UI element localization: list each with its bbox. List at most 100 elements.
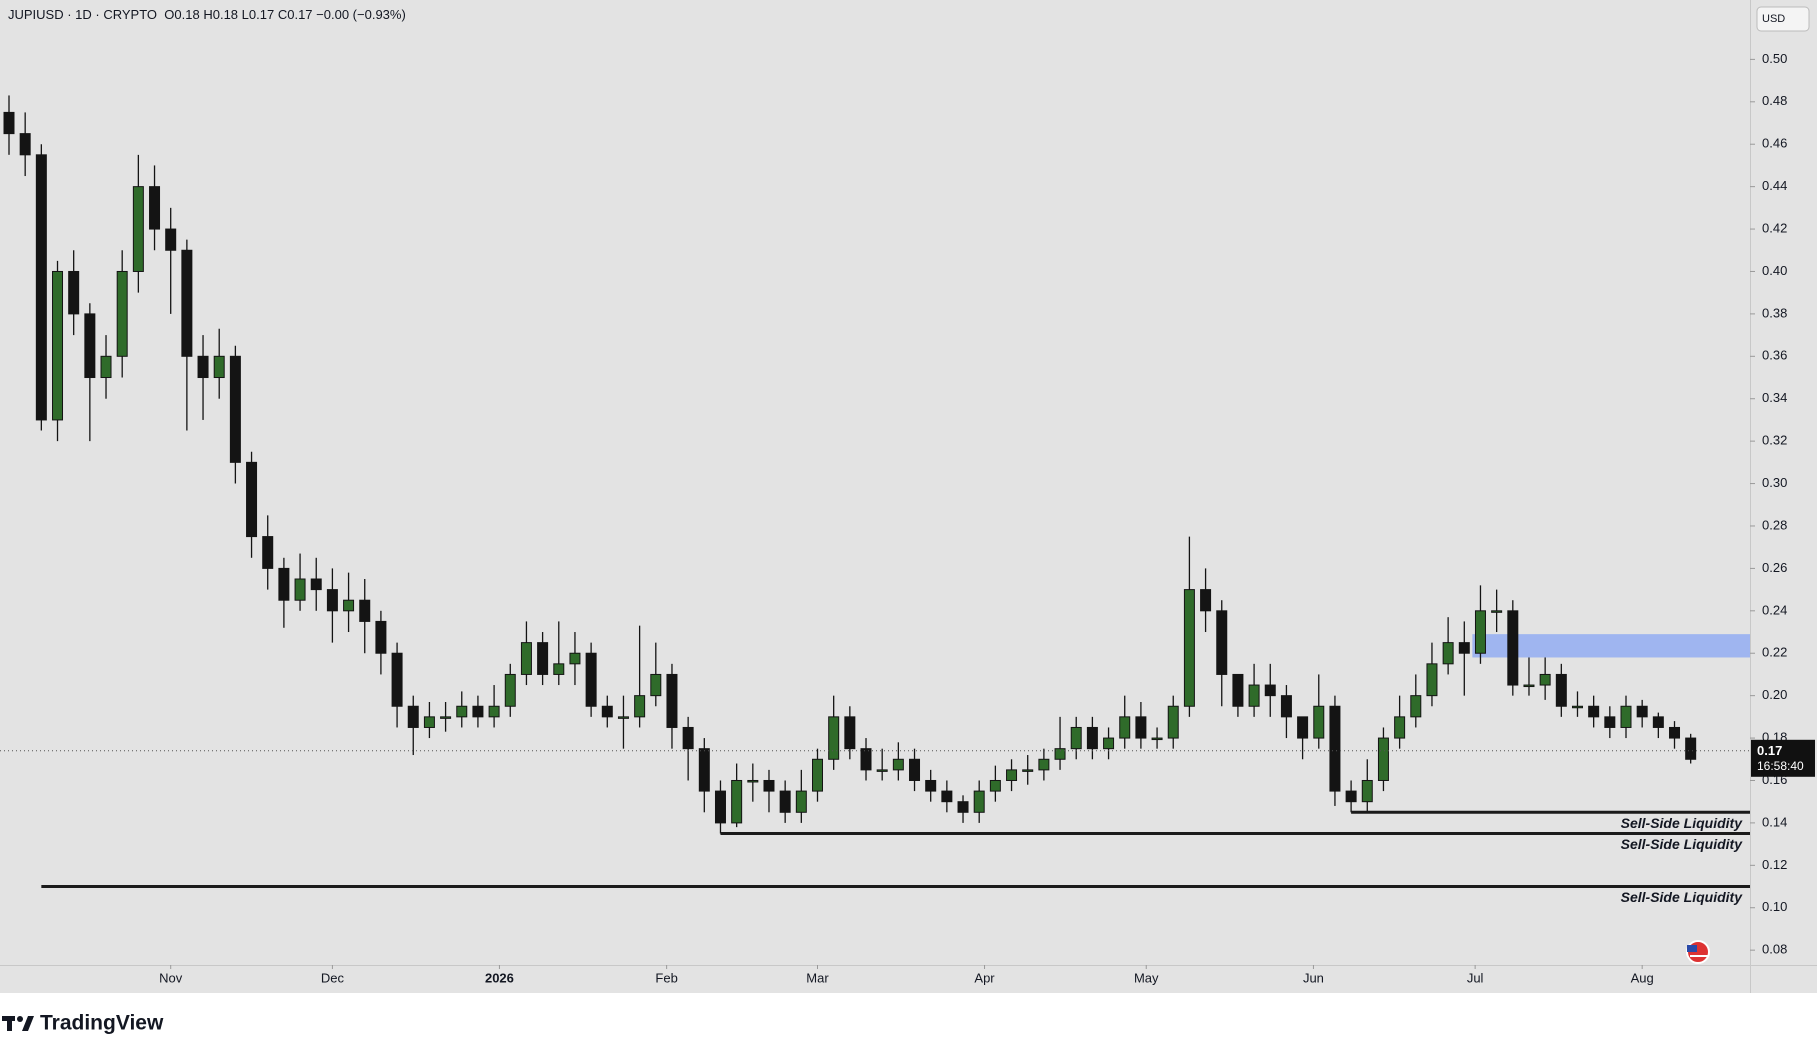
candle-body bbox=[1264, 684, 1276, 697]
candle-body bbox=[601, 705, 613, 718]
liquidity-label: Sell-Side Liquidity bbox=[1621, 836, 1744, 852]
candle-body bbox=[1685, 737, 1697, 760]
candle-body bbox=[343, 599, 355, 612]
candle-body bbox=[892, 758, 904, 771]
candle-body bbox=[149, 186, 161, 230]
x-tick-label: Feb bbox=[655, 970, 677, 985]
candle-body bbox=[1507, 610, 1519, 686]
candle-body bbox=[1345, 790, 1357, 803]
x-tick-label: Apr bbox=[974, 970, 995, 985]
candle-body bbox=[812, 758, 823, 792]
y-tick-label: 0.20 bbox=[1762, 687, 1787, 702]
candle-body bbox=[472, 705, 484, 718]
candle-body bbox=[1135, 716, 1147, 739]
candle-body bbox=[876, 769, 888, 772]
candle-body bbox=[1458, 642, 1470, 654]
candle-body bbox=[488, 705, 500, 718]
candle-body bbox=[1103, 737, 1115, 750]
y-tick-label: 0.48 bbox=[1762, 93, 1787, 108]
y-tick-label: 0.50 bbox=[1762, 51, 1787, 66]
candle-body bbox=[844, 716, 856, 750]
chart-background bbox=[0, 0, 1817, 993]
candle-body bbox=[1652, 716, 1664, 728]
y-tick-label: 0.28 bbox=[1762, 517, 1787, 532]
candle-body bbox=[1361, 779, 1373, 803]
liquidity-label: Sell-Side Liquidity bbox=[1621, 815, 1744, 831]
candle-body bbox=[1216, 610, 1228, 675]
y-tick-label: 0.14 bbox=[1762, 814, 1787, 829]
y-tick-label: 0.08 bbox=[1762, 942, 1787, 957]
y-tick-label: 0.10 bbox=[1762, 899, 1787, 914]
x-tick-label: Nov bbox=[159, 970, 183, 985]
candle-body bbox=[197, 355, 209, 379]
candle-body bbox=[1474, 610, 1486, 654]
y-tick-label: 0.44 bbox=[1762, 178, 1787, 193]
candle-body bbox=[1232, 673, 1244, 707]
candle-body bbox=[666, 673, 678, 728]
price-tag bbox=[1751, 739, 1815, 777]
candle-body bbox=[941, 790, 953, 803]
candle-body bbox=[68, 270, 80, 315]
candle-body bbox=[1620, 705, 1632, 728]
candle-body bbox=[440, 716, 452, 719]
candle-body bbox=[957, 801, 969, 813]
candle-body bbox=[909, 758, 921, 781]
candle-body bbox=[650, 673, 662, 697]
candle-body bbox=[1669, 726, 1681, 739]
candle-body bbox=[1410, 695, 1422, 718]
y-tick-label: 0.46 bbox=[1762, 136, 1787, 151]
y-tick-label: 0.40 bbox=[1762, 263, 1787, 278]
liquidity-label: Sell-Side Liquidity bbox=[1621, 889, 1744, 905]
candle-body bbox=[35, 154, 47, 421]
candle-body bbox=[1539, 673, 1551, 686]
candle-body bbox=[698, 748, 710, 792]
candle-body bbox=[569, 652, 581, 665]
candle-body bbox=[375, 620, 387, 654]
candle-body bbox=[181, 249, 193, 357]
candle-body bbox=[828, 716, 840, 760]
candle-body bbox=[860, 748, 872, 771]
x-tick-label: Dec bbox=[321, 970, 345, 985]
ohlc-value: 0.17 bbox=[248, 7, 275, 22]
candle-body bbox=[391, 652, 403, 707]
x-tick-label: May bbox=[1134, 970, 1159, 985]
ohlc-label: L bbox=[241, 7, 249, 22]
candle-body bbox=[407, 705, 419, 728]
candle-body bbox=[294, 578, 306, 601]
currency-box[interactable] bbox=[1756, 6, 1810, 32]
candle-body bbox=[1183, 589, 1195, 707]
candle-body bbox=[116, 270, 128, 357]
candle-body bbox=[1329, 705, 1341, 792]
candle-body bbox=[1377, 737, 1389, 781]
candle-body bbox=[326, 589, 338, 612]
candle-body bbox=[359, 599, 371, 622]
candle-body bbox=[1167, 705, 1179, 739]
candle-body bbox=[585, 652, 597, 707]
ohlc-value: 0.18 bbox=[174, 7, 200, 22]
candle-body bbox=[1248, 684, 1260, 707]
logo-icon bbox=[2, 1016, 34, 1031]
candle-body bbox=[634, 695, 646, 718]
candle-body bbox=[132, 186, 144, 272]
candle-body bbox=[682, 726, 694, 750]
candle-body bbox=[229, 355, 241, 463]
y-tick-label: 0.36 bbox=[1762, 348, 1787, 363]
candle-body bbox=[3, 111, 15, 135]
x-tick-label: Jun bbox=[1303, 970, 1324, 985]
candle-body bbox=[1588, 705, 1600, 718]
candle-body bbox=[617, 716, 629, 719]
candle-body bbox=[52, 270, 64, 421]
candle-body bbox=[1523, 684, 1535, 688]
candle-body bbox=[246, 461, 258, 538]
candle-body bbox=[714, 790, 726, 824]
brand: TradingView bbox=[40, 1012, 164, 1035]
candle-body bbox=[19, 133, 31, 156]
candle-body bbox=[1070, 726, 1082, 750]
candle-body bbox=[423, 716, 435, 728]
candle-body bbox=[1394, 716, 1406, 739]
candle-body bbox=[925, 779, 937, 792]
candle-body bbox=[1038, 758, 1050, 771]
currency: USD bbox=[1762, 13, 1785, 25]
x-tick-label: Mar bbox=[806, 970, 829, 985]
y-tick-label: 0.26 bbox=[1762, 560, 1787, 575]
